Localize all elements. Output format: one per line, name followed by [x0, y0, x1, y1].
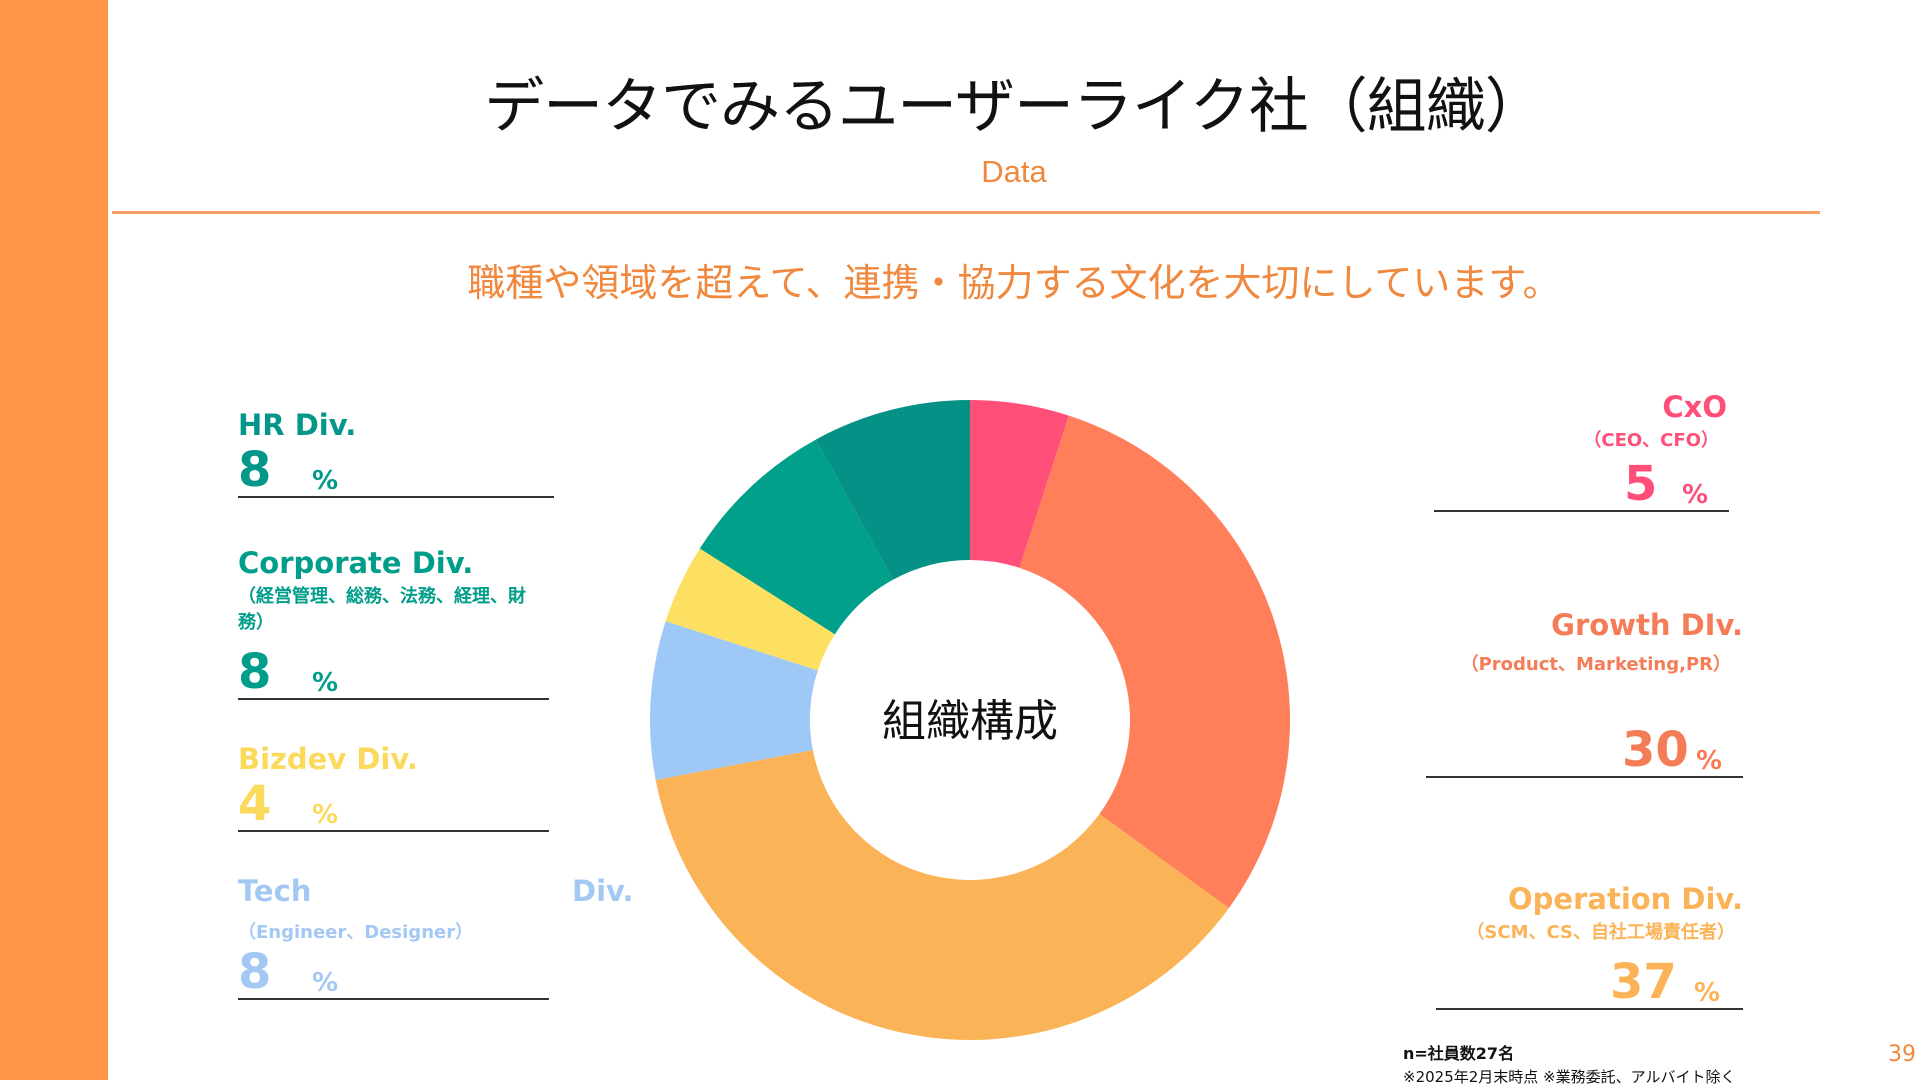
sample-size-note: n=社員数27名 [1403, 1044, 1515, 1063]
hr-division-block: HR Div. 8 % [238, 408, 554, 498]
donut-slice-growth-div [1019, 415, 1290, 909]
corporate-division-name: Corporate Div. [238, 546, 474, 580]
tech-division-name: Tech Div. [238, 874, 634, 908]
growth-division-subtext: （Product、Marketing,PR） [1460, 654, 1731, 675]
operation-division-percent: 37 [1610, 954, 1677, 1010]
growth-division-unit: % [1696, 746, 1723, 776]
operation-division-underline [1436, 1008, 1743, 1010]
tech-division-subtext: （Engineer、Designer） [238, 922, 474, 943]
corporate-division-underline [238, 698, 549, 700]
bizdev-division-percent: 4 [238, 776, 272, 832]
growth-division-block: Growth DIv. （Product、Marketing,PR） 30 % [1426, 608, 1743, 778]
donut-slice-operation-div [655, 749, 1229, 1040]
corporate-division-subtext: （経営管理、総務、法務、経理、財務） [238, 586, 526, 633]
left-accent-bar [0, 0, 108, 1080]
donut-slice-cxo [970, 400, 1069, 568]
header-divider [112, 211, 1820, 214]
bizdev-division-block: Bizdev Div. 4 % [238, 742, 549, 832]
org-donut-chart: 組織構成 [650, 400, 1290, 1040]
corporate-division-percent: 8 [238, 644, 272, 700]
corporate-division-block: Corporate Div. （経営管理、総務、法務、経理、財務） 8 % [238, 546, 549, 700]
donut-slice-tech-div [650, 621, 818, 780]
tech-division-name-second: Div. [572, 874, 634, 908]
growth-division-percent: 30 [1622, 722, 1689, 778]
bizdev-division-name: Bizdev Div. [238, 742, 418, 776]
as-of-date-note: ※2025年2月末時点 ※業務委託、アルバイト除く [1403, 1068, 1736, 1086]
page-title: データでみるユーザーライク社（組織） [484, 72, 1545, 142]
hr-division-unit: % [312, 466, 339, 496]
bizdev-division-unit: % [312, 800, 339, 830]
growth-division-underline [1426, 776, 1743, 778]
bizdev-division-underline [238, 830, 549, 832]
operation-division-name: Operation Div. [1508, 882, 1743, 916]
tagline: 職種や領域を超えて、連携・協力する文化を大切にしています。 [467, 261, 1561, 305]
donut-slice-corporate-div [699, 439, 893, 635]
tech-division-name-first: Tech [238, 874, 312, 908]
tech-division-unit: % [312, 968, 339, 998]
cxo-division-percent: 5 [1624, 456, 1658, 512]
operation-division-block: Operation Div. （SCM、CS、自社工場責任者） 37 % [1436, 882, 1743, 1010]
tech-division-underline [238, 998, 549, 1000]
cxo-division-subtext: （CEO、CFO） [1583, 430, 1719, 451]
cxo-division-block: CxO （CEO、CFO） 5 % [1434, 390, 1729, 512]
hr-division-underline [238, 496, 554, 498]
hr-division-name: HR Div. [238, 408, 357, 442]
cxo-division-underline [1434, 510, 1729, 512]
page-subtitle: Data [981, 154, 1047, 189]
cxo-division-unit: % [1682, 480, 1709, 510]
cxo-division-name: CxO [1662, 390, 1727, 424]
donut-center-label: 組織構成 [882, 696, 1058, 747]
donut-slice-hr-div [815, 400, 970, 580]
tech-division-percent: 8 [238, 944, 272, 1000]
page-number: 39 [1888, 1042, 1916, 1067]
operation-division-unit: % [1694, 978, 1721, 1008]
operation-division-subtext: （SCM、CS、自社工場責任者） [1466, 922, 1735, 943]
donut-slice-bizdev-div [665, 548, 835, 671]
corporate-division-unit: % [312, 668, 339, 698]
growth-division-name: Growth DIv. [1551, 608, 1743, 642]
hr-division-percent: 8 [238, 442, 272, 498]
tech-division-block: Tech Div. （Engineer、Designer） 8 % [238, 874, 634, 1000]
